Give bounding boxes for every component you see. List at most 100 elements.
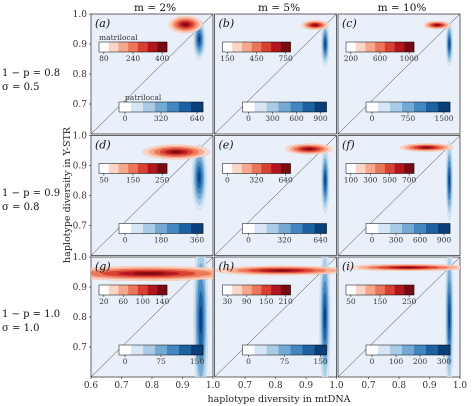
row-label-2-line2: σ = 0.8 xyxy=(2,202,39,213)
x-tick-label: 1.0 xyxy=(206,381,221,391)
matrilocal-colorbar-swatch xyxy=(375,163,386,174)
matrilocal-colorbar: 100 300 500 700 xyxy=(344,163,417,185)
panel-grid: (a) 80 240 400 0 320 640 matrilocal patrilocal (b… xyxy=(90,13,461,378)
patrilocal-colorbar-swatch xyxy=(155,223,168,234)
patrilocal-colorbar-swatch xyxy=(402,223,415,234)
matrilocal-colorbar-tick-label: 450 xyxy=(249,54,264,63)
matrilocal-colorbar-swatch xyxy=(261,42,272,52)
diagonal-line xyxy=(214,256,337,378)
matrilocal-density-level-6 xyxy=(312,24,318,26)
x-tick-label: 1.0 xyxy=(329,381,344,391)
patrilocal-colorbar-swatch xyxy=(290,345,303,355)
panel-e: (e) 0 320 640 0 320 640 xyxy=(214,135,337,256)
panel-label: (e) xyxy=(219,139,234,152)
y-tick-label: 0.8 xyxy=(73,70,88,80)
matrilocal-colorbar-tick-label: 600 xyxy=(373,54,388,63)
patrilocal-colorbar-tick-label: 900 xyxy=(313,114,328,123)
patrilocal-colorbar: 0 300 600 900 xyxy=(365,223,451,245)
patrilocal-colorbar-swatch xyxy=(390,345,403,355)
matrilocal-colorbar: 80 240 400 xyxy=(98,41,170,63)
patrilocal-colorbar-swatch xyxy=(143,223,156,234)
matrilocal-colorbar-swatch xyxy=(232,285,243,295)
patrilocal-colorbar-tick-label: 180 xyxy=(154,236,169,245)
patrilocal-colorbar-swatch xyxy=(278,102,291,112)
diagonal-line xyxy=(214,135,337,256)
matrilocal-colorbar-tick-label: 140 xyxy=(155,297,170,306)
patrilocal-colorbar-swatch xyxy=(266,345,279,355)
matrilocal-colorbar-swatch xyxy=(147,163,158,174)
y-tick-label: 0.9 xyxy=(73,40,88,50)
matrilocal-colorbar: 200 600 1000 xyxy=(344,41,419,63)
matrilocal-colorbar-swatch xyxy=(222,42,233,52)
patrilocal-density-level-6 xyxy=(448,173,450,188)
x-tick-label: 0.6 xyxy=(84,381,99,391)
x-tick-label: 0.9 xyxy=(175,381,190,391)
row-labels: 1 − p = 0.8 σ = 0.5 1 − p = 0.9 σ = 0.8 … xyxy=(2,68,60,334)
patrilocal-colorbar-swatch xyxy=(302,345,315,355)
patrilocal-colorbar-swatch xyxy=(119,102,132,112)
diagonal-line xyxy=(214,13,337,135)
patrilocal-colorbar-swatch xyxy=(366,345,379,355)
patrilocal-colorbar-tick-label: 0 xyxy=(370,357,375,366)
matrilocal-colorbar-tick-label: 250 xyxy=(402,297,417,306)
y-tick-label: 1.0 xyxy=(73,132,88,142)
matrilocal-colorbar-swatch xyxy=(404,285,415,295)
matrilocal-colorbar-swatch xyxy=(394,42,405,52)
panel-a: (a) 80 240 400 0 320 640 matrilocal patrilocal xyxy=(90,13,214,135)
patrilocal-colorbar-swatch xyxy=(131,345,144,355)
patrilocal-colorbar-tick-label: 0 xyxy=(123,357,128,366)
matrilocal-colorbar-swatch xyxy=(346,163,356,174)
matrilocal-colorbar-swatch xyxy=(137,42,148,52)
matrilocal-colorbar-tick-label: 150 xyxy=(220,54,235,63)
matrilocal-colorbar-label: matrilocal xyxy=(99,33,138,42)
matrilocal-colorbar-swatch xyxy=(99,163,109,174)
matrilocal-density-level-6 xyxy=(305,148,313,150)
patrilocal-colorbar-swatch xyxy=(242,345,255,355)
matrilocal-colorbar-tick-label: 750 xyxy=(278,54,293,63)
matrilocal-colorbar-tick-label: 60 xyxy=(119,297,129,306)
patrilocal-colorbar-swatch xyxy=(314,223,327,234)
matrilocal-colorbar-swatch xyxy=(251,163,262,174)
matrilocal-colorbar-tick-label: 150 xyxy=(126,176,141,185)
patrilocal-colorbar: 0 75 150 xyxy=(242,344,328,366)
matrilocal-colorbar-tick-label: 100 xyxy=(136,297,151,306)
patrilocal-colorbar-tick-label: 0 xyxy=(123,114,128,123)
patrilocal-colorbar-swatch xyxy=(155,102,168,112)
patrilocal-colorbar: 0 180 360 xyxy=(118,223,204,245)
patrilocal-colorbar-tick-label: 0 xyxy=(370,236,375,245)
matrilocal-colorbar: 50 150 250 xyxy=(98,163,170,185)
matrilocal-colorbar-tick-label: 100 xyxy=(344,176,359,185)
matrilocal-colorbar-swatch xyxy=(147,285,158,295)
y-tick-label: 1.0 xyxy=(73,253,88,263)
patrilocal-colorbar: 0 320 640 xyxy=(118,101,204,123)
column-title-m2: m = 2% xyxy=(134,2,176,14)
patrilocal-density-level-6 xyxy=(448,40,450,48)
patrilocal-colorbar-tick-label: 150 xyxy=(190,357,205,366)
patrilocal-colorbar-swatch xyxy=(143,102,156,112)
patrilocal-colorbar-swatch xyxy=(426,345,439,355)
matrilocal-colorbar-tick-label: 50 xyxy=(99,176,109,185)
row-label-1-line1: 1 − p = 0.8 xyxy=(2,68,60,79)
patrilocal-colorbar-swatch xyxy=(438,223,451,234)
matrilocal-colorbar-swatch xyxy=(128,163,139,174)
y-tick-label: 0.7 xyxy=(73,343,88,353)
patrilocal-colorbar: 0 320 640 xyxy=(242,223,328,245)
patrilocal-colorbar-tick-label: 0 xyxy=(370,114,375,123)
patrilocal-density-level-6 xyxy=(199,305,203,335)
matrilocal-colorbar-swatch xyxy=(137,163,148,174)
matrilocal-colorbar-tick-label: 80 xyxy=(99,54,109,63)
matrilocal-colorbar-swatch xyxy=(157,163,168,174)
patrilocal-colorbar-swatch xyxy=(131,223,144,234)
matrilocal-colorbar-swatch xyxy=(404,42,415,52)
matrilocal-colorbar-swatch xyxy=(261,163,272,174)
row-label-3-line1: 1 − p = 1.0 xyxy=(2,309,60,320)
matrilocal-colorbar-tick-label: 150 xyxy=(373,297,388,306)
matrilocal-colorbar-tick-label: 50 xyxy=(346,297,356,306)
y-axis-label: haplotype diversity in Y-STR xyxy=(62,126,73,263)
patrilocal-colorbar-swatch xyxy=(438,345,451,355)
patrilocal-colorbar-swatch xyxy=(191,345,204,355)
patrilocal-colorbar-swatch xyxy=(179,102,192,112)
matrilocal-colorbar-swatch xyxy=(271,163,281,174)
patrilocal-colorbar-tick-label: 320 xyxy=(277,236,292,245)
